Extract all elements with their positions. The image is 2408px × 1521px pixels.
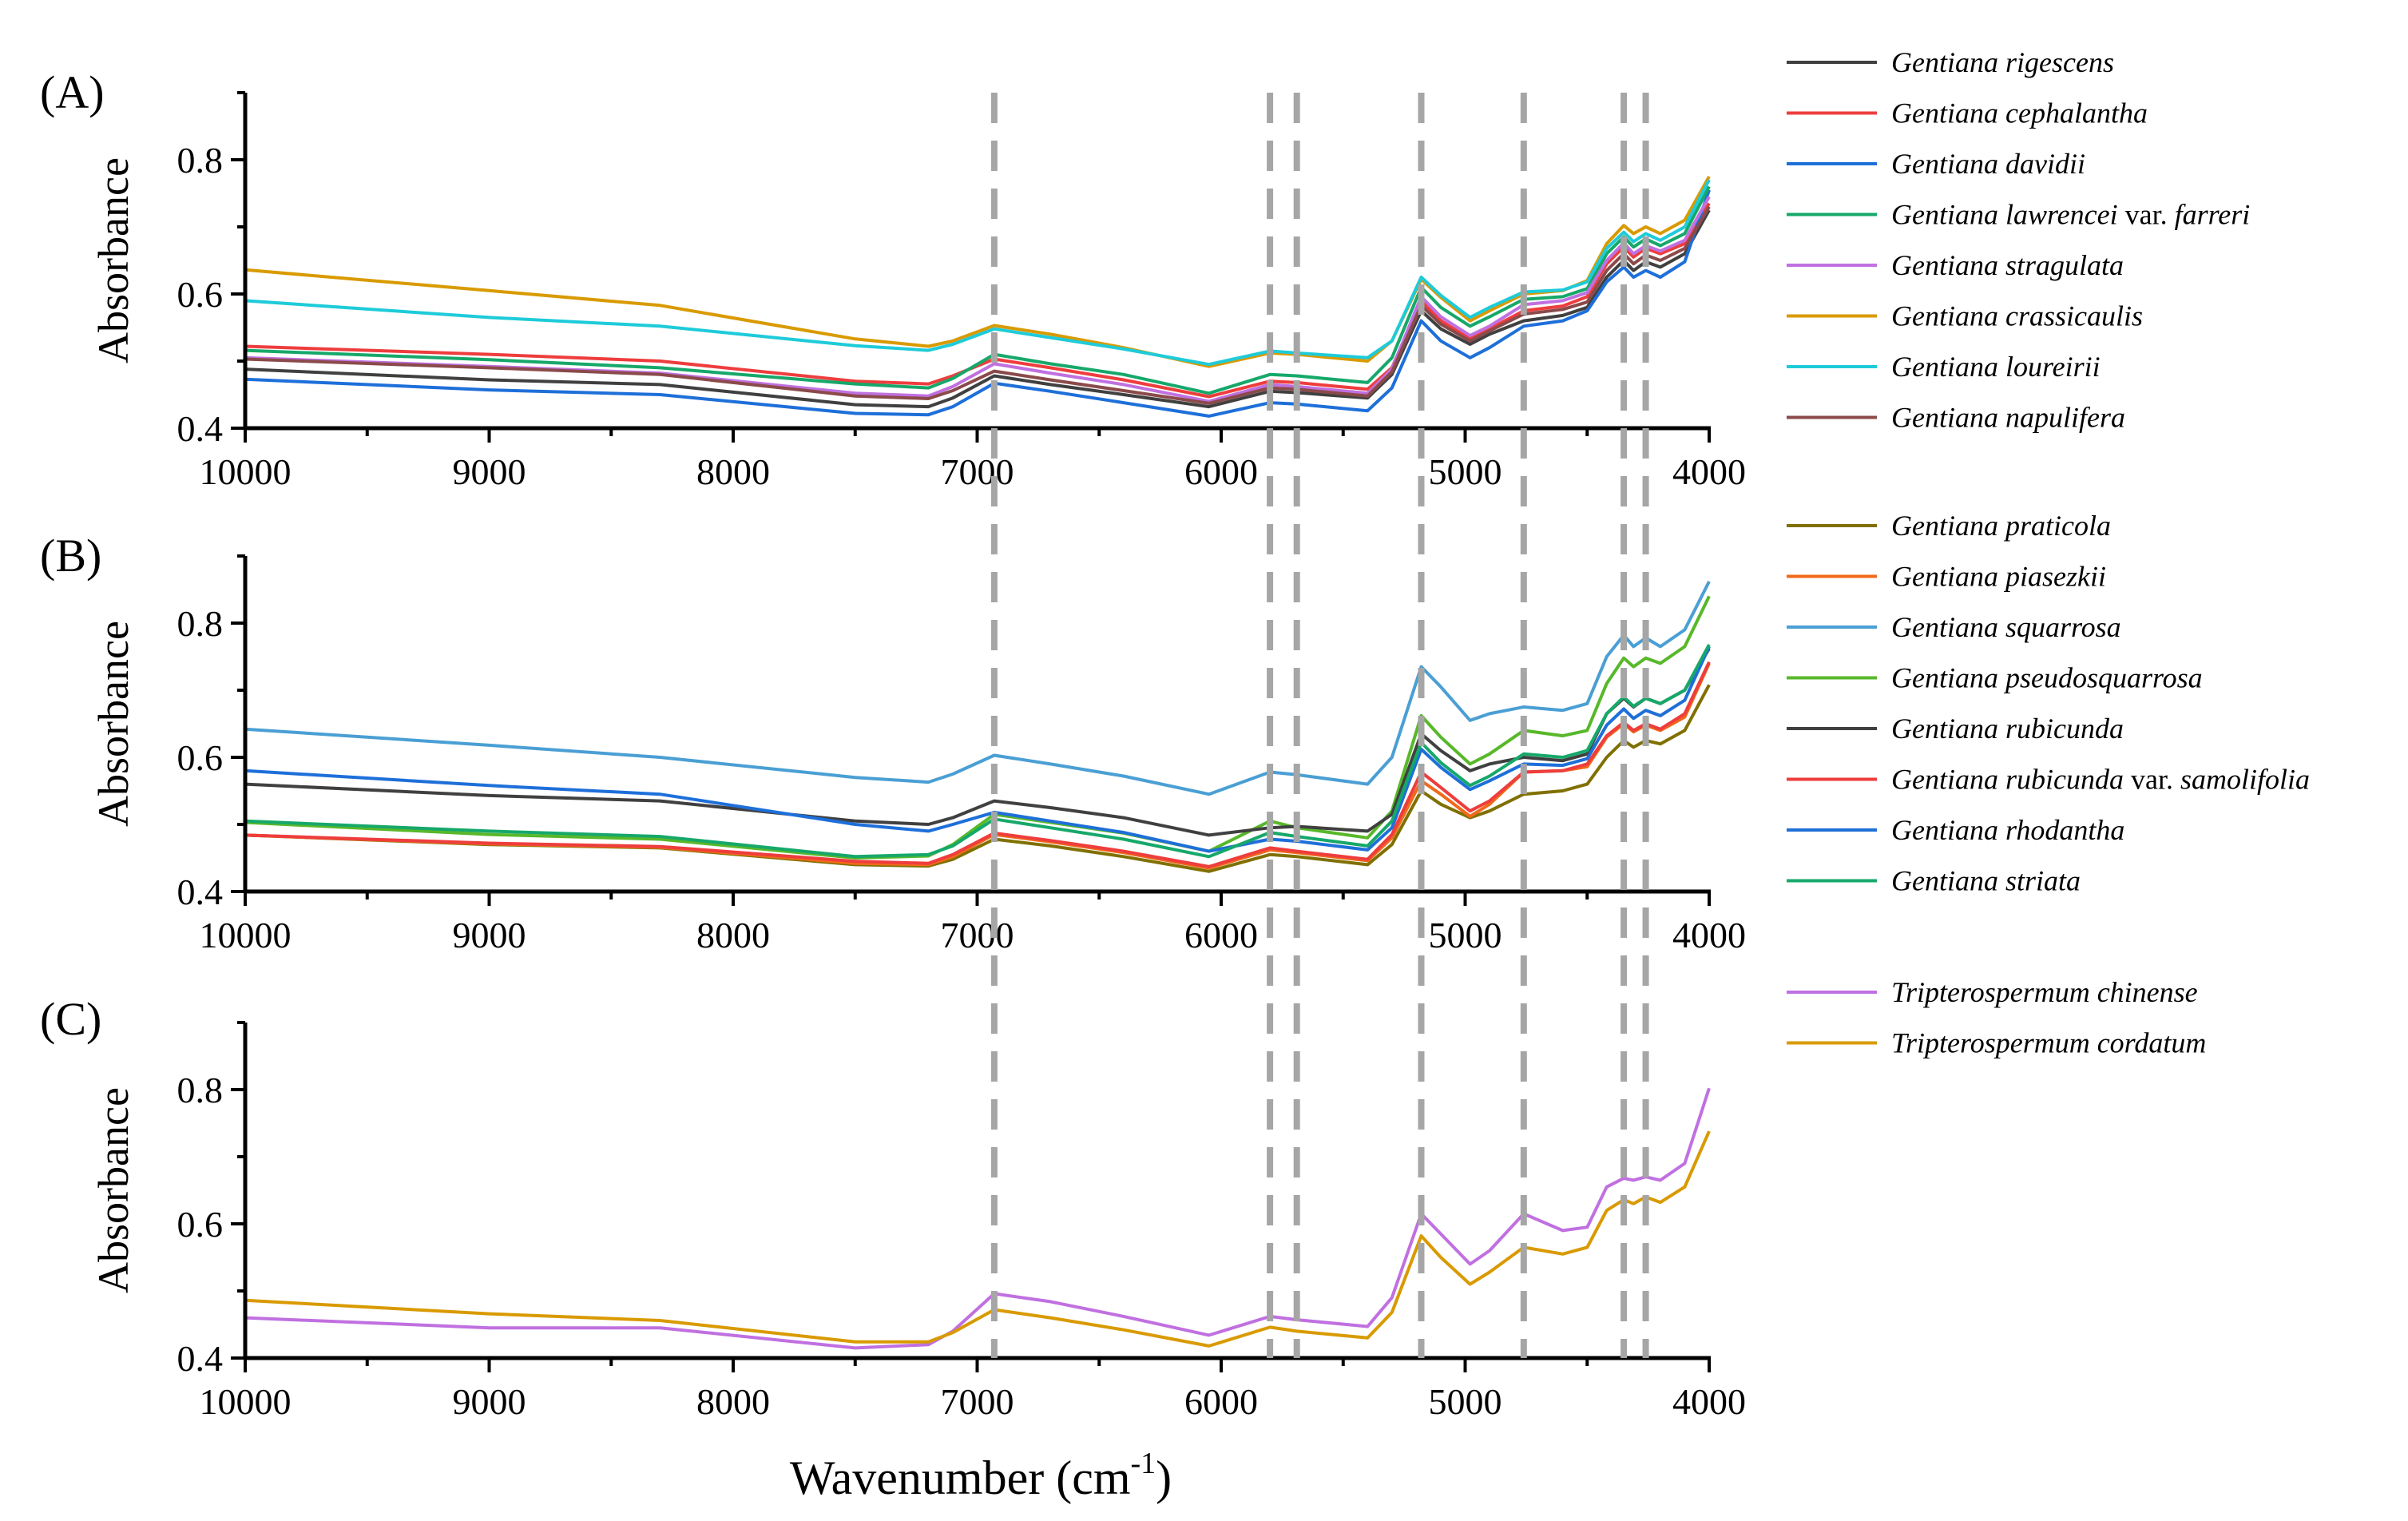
series-line-gentiana-crassicaulis: [244, 176, 1711, 368]
x-tick-label: 10000: [200, 1381, 292, 1422]
x-tick-label: 8000: [696, 915, 770, 955]
series-line-gentiana-praticola: [244, 684, 1711, 873]
legend-label-gentiana-rubicunda: Gentiana rubicunda: [1891, 713, 2124, 745]
panel-b: 10000 9000 8000 7000 6000 5000 4000 0.4 0.6 0.8 Ab…: [40, 530, 1746, 955]
panel-c: 10000 9000 8000 7000 6000 5000 4000 0.4 0.6 0.8 Ab…: [40, 993, 1746, 1422]
panel-label: (A): [40, 66, 105, 118]
legends-layer: Gentiana rigescens Gentiana cephalantha Ge…: [1787, 46, 2310, 1059]
x-tick-label: 9000: [453, 1381, 526, 1422]
series-line-tripterospermum-chinense: [244, 1087, 1711, 1350]
legend-label-gentiana-squarrosa: Gentiana squarrosa: [1891, 611, 2121, 643]
series-line-gentiana-lawrencei-var-farreri: [244, 185, 1711, 395]
legend-b: Gentiana praticola Gentiana piasezkii Gent…: [1787, 510, 2310, 897]
series-line-gentiana-striata: [244, 643, 1711, 859]
x-tick-label: 7000: [941, 451, 1014, 492]
legend-label-gentiana-striata: Gentiana striata: [1891, 865, 2081, 897]
x-tick-label: 7000: [941, 1381, 1014, 1422]
series-line-tripterospermum-cordatum: [244, 1130, 1711, 1348]
legend-label-gentiana-napulifera: Gentiana napulifera: [1891, 402, 2125, 434]
series-line-gentiana-napulifera: [244, 205, 1711, 405]
legend-label-gentiana-davidii: Gentiana davidii: [1891, 148, 2085, 180]
y-axis-title: Absorbance: [89, 621, 137, 827]
legend-label-gentiana-praticola: Gentiana praticola: [1891, 510, 2111, 542]
y-axis-title: Absorbance: [89, 157, 137, 363]
series-line-gentiana-piasezkii: [244, 662, 1711, 870]
series-line-gentiana-davidii: [244, 189, 1711, 418]
y-tick-label: 0.4: [177, 872, 224, 912]
legend-label-gentiana-cephalantha: Gentiana cephalantha: [1891, 97, 2148, 129]
legend-label-gentiana-loureirii: Gentiana loureirii: [1891, 351, 2101, 383]
x-tick-label: 5000: [1429, 451, 1502, 492]
x-tick-label: 5000: [1429, 915, 1502, 955]
legend-a: Gentiana rigescens Gentiana cephalantha Ge…: [1787, 46, 2250, 434]
series-line-gentiana-stragulata: [244, 196, 1711, 403]
x-tick-label: 4000: [1672, 451, 1746, 492]
x-tick-label: 10000: [200, 451, 292, 492]
x-tick-label: 10000: [200, 915, 292, 955]
legend-label-gentiana-pseudosquarrosa: Gentiana pseudosquarrosa: [1891, 662, 2203, 694]
y-tick-label: 0.4: [177, 1338, 224, 1379]
x-tick-label: 6000: [1184, 915, 1258, 955]
legend-label-gentiana-lawrencei-var-farreri: Gentiana lawrencei var. farreri: [1891, 199, 2250, 231]
legend-label-gentiana-piasezkii: Gentiana piasezkii: [1891, 561, 2106, 593]
reference-lines-layer: [990, 93, 1649, 1358]
legend-label-tripterospermum-chinense: Tripterospermum chinense: [1891, 976, 2198, 1008]
x-tick-label: 8000: [696, 1381, 770, 1422]
series-line-gentiana-loureirii: [244, 179, 1711, 367]
legend-label-tripterospermum-cordatum: Tripterospermum cordatum: [1891, 1027, 2206, 1059]
legend-label-gentiana-stragulata: Gentiana stragulata: [1891, 249, 2124, 281]
y-tick-label: 0.6: [177, 1204, 224, 1245]
series-line-gentiana-rubicunda-var-samolifolia: [244, 661, 1711, 868]
x-tick-label: 6000: [1184, 1381, 1258, 1422]
y-tick-label: 0.4: [177, 408, 224, 449]
x-tick-label: 5000: [1429, 1381, 1502, 1422]
x-tick-label: 7000: [941, 915, 1014, 955]
legend-label-gentiana-rhodantha: Gentiana rhodantha: [1891, 814, 2124, 846]
y-tick-label: 0.6: [177, 737, 224, 778]
legend-label-gentiana-rubicunda-var-samolifolia: Gentiana rubicunda var. samolifolia: [1891, 764, 2310, 796]
x-tick-label: 4000: [1672, 915, 1746, 955]
x-tick-label: 9000: [453, 915, 526, 955]
series-line-gentiana-squarrosa: [244, 580, 1711, 796]
x-tick-label: 4000: [1672, 1381, 1746, 1422]
panel-label: (B): [40, 530, 101, 582]
legend-label-gentiana-crassicaulis: Gentiana crassicaulis: [1891, 300, 2143, 332]
x-tick-label: 9000: [453, 451, 526, 492]
legend-label-gentiana-rigescens: Gentiana rigescens: [1891, 46, 2114, 78]
series-line-gentiana-rhodantha: [244, 645, 1711, 853]
x-tick-label: 8000: [696, 451, 770, 492]
x-tick-label: 6000: [1184, 451, 1258, 492]
panel-a: 10000 9000 8000 7000 6000 5000 4000 0.4 0.6 0.8 Ab…: [40, 66, 1746, 492]
y-axis-title: Absorbance: [89, 1087, 137, 1293]
series-line-gentiana-rubicunda: [244, 647, 1711, 837]
legend-c: Tripterospermum chinense Tripterospermum …: [1787, 976, 2206, 1059]
y-tick-label: 0.8: [177, 603, 224, 644]
y-tick-label: 0.8: [177, 1070, 224, 1110]
panel-label: (C): [40, 993, 101, 1045]
panels-layer: 10000 9000 8000 7000 6000 5000 4000 0.4 0.6 0.8 Ab…: [40, 66, 1746, 1422]
series-line-gentiana-rigescens: [244, 209, 1711, 409]
y-tick-label: 0.8: [177, 140, 224, 181]
y-tick-label: 0.6: [177, 274, 224, 315]
x-axis-title: Wavenumber (cm-1): [790, 1447, 1172, 1504]
